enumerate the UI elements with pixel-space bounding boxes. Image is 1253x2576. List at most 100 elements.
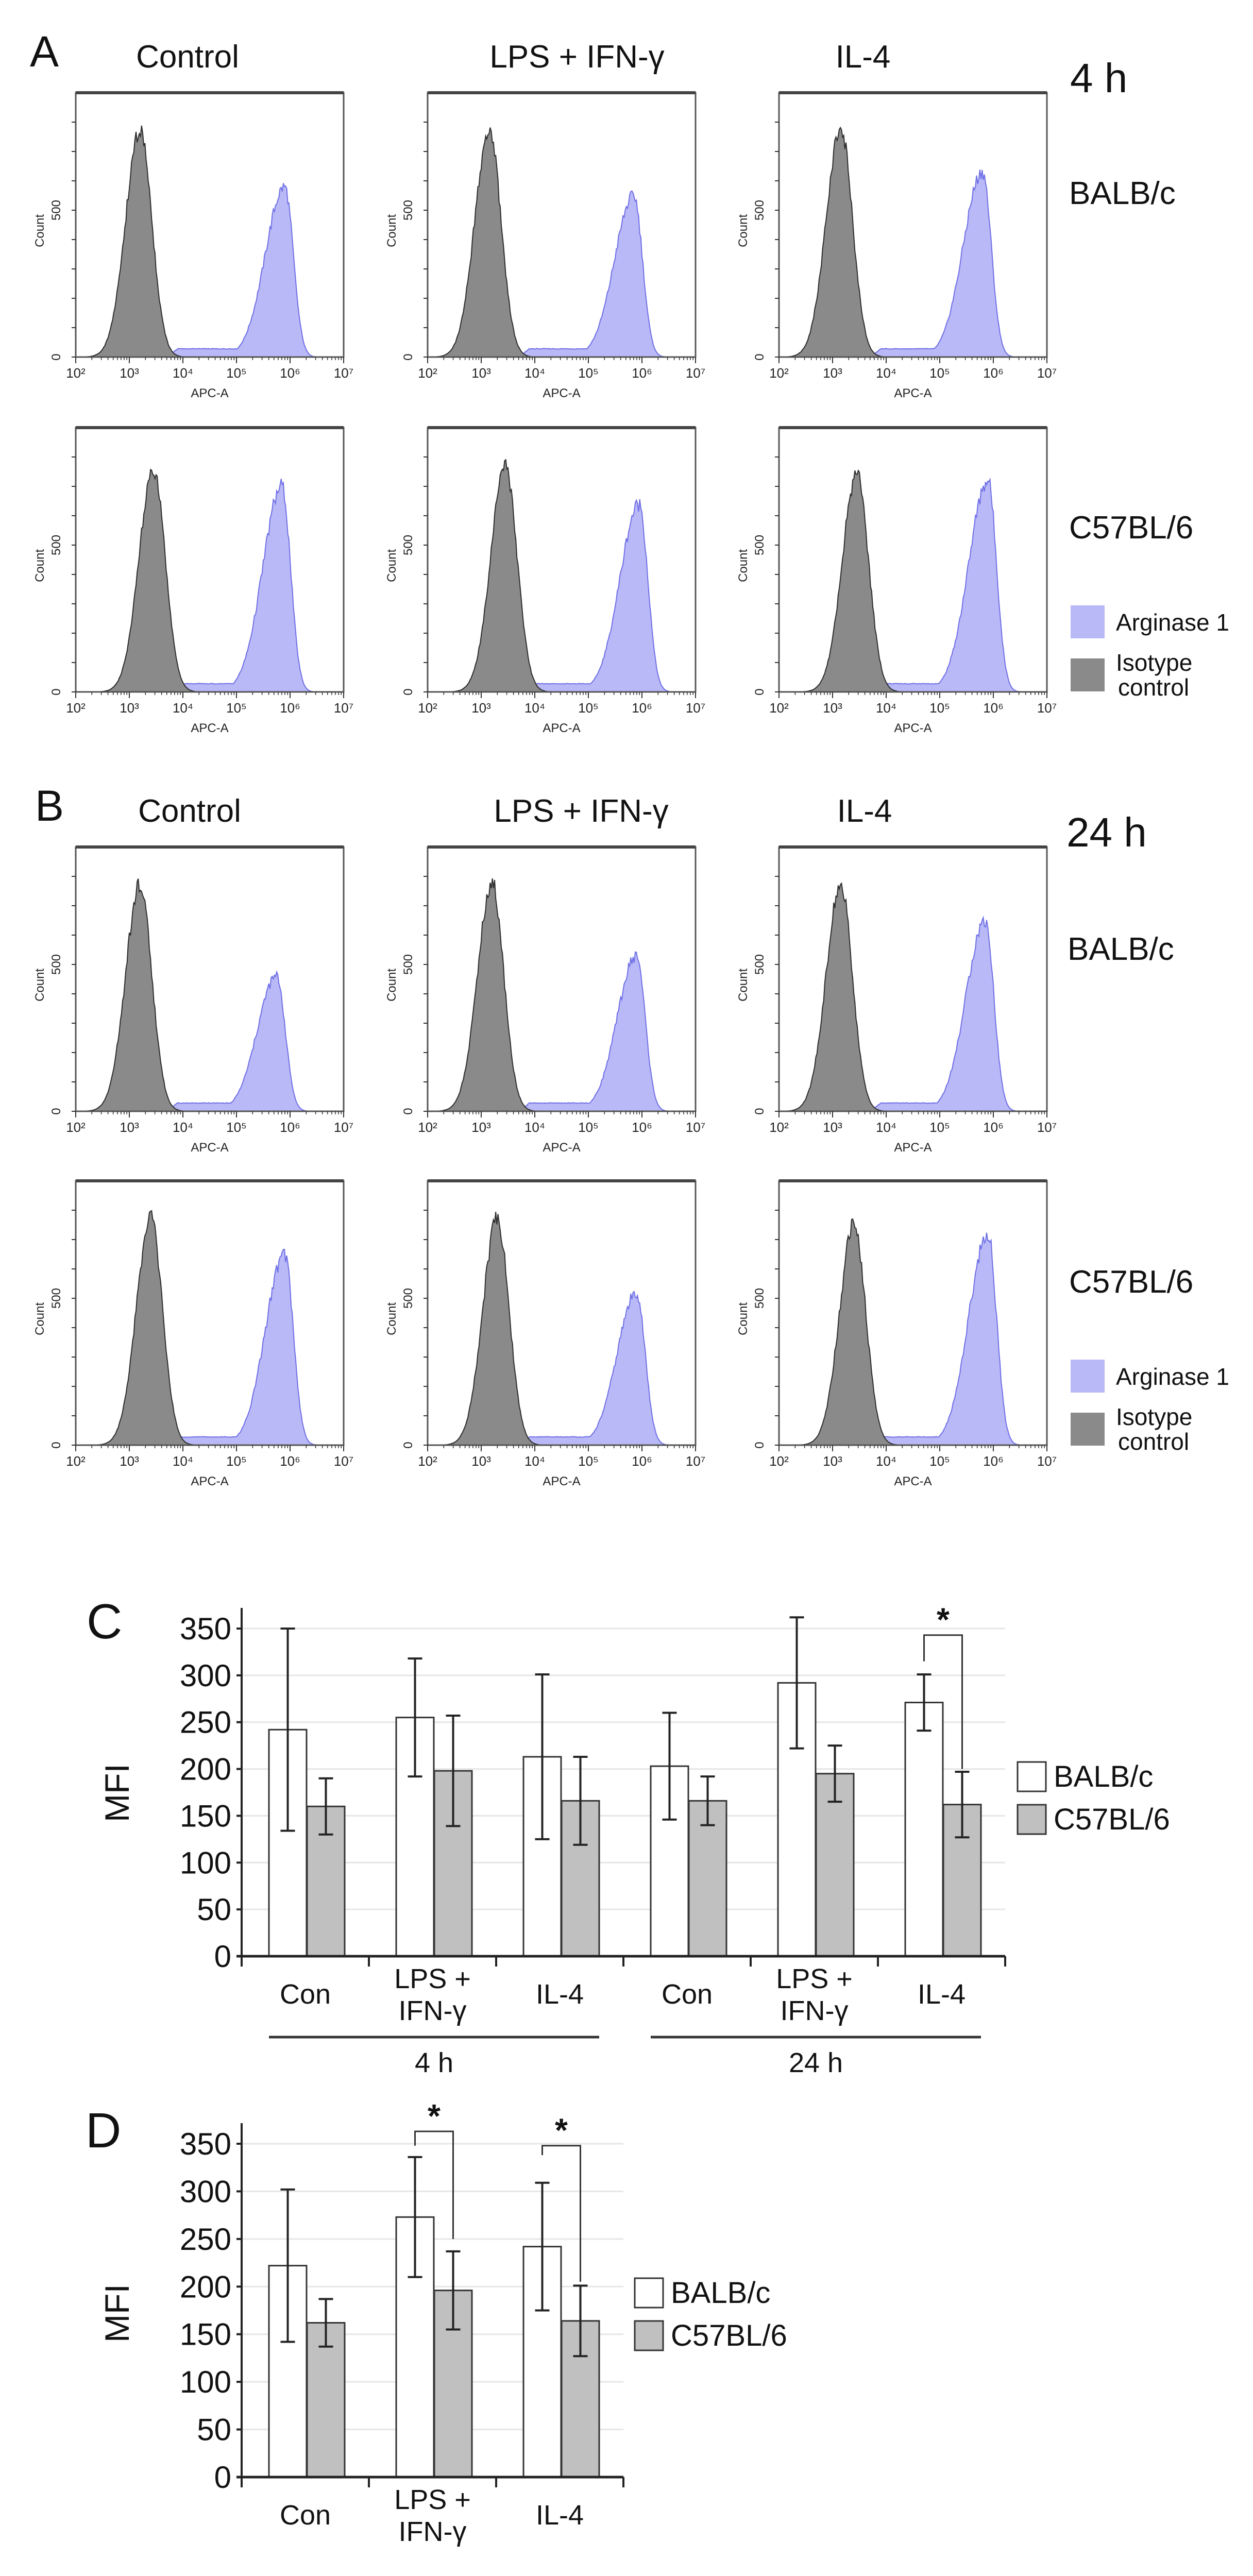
plot-frame	[75, 1180, 345, 1446]
y-axis-label: Count	[385, 549, 399, 582]
y-tick-label: 200	[180, 2269, 231, 2304]
y-tick-label: 0	[753, 353, 767, 360]
x-tick-label: 10⁷	[334, 700, 353, 716]
plot-frame	[427, 427, 697, 693]
isotype-histogram	[428, 1211, 696, 1446]
isotype-histogram	[76, 125, 344, 358]
y-tick-label: 0	[49, 353, 63, 360]
legend-label-arginase: Arginase 1	[1116, 609, 1229, 636]
y-axis-label: Count	[33, 214, 47, 247]
x-tick-label: 10³	[120, 1453, 139, 1469]
x-tick-label: 10⁷	[1037, 1120, 1057, 1135]
category-label: IFN-γ	[399, 2516, 467, 2547]
x-axis-label: APC-A	[894, 1141, 932, 1155]
isotype-histogram	[76, 1210, 344, 1446]
x-tick-label: 10⁵	[929, 365, 950, 381]
x-tick-label: 10⁴	[524, 365, 545, 381]
x-tick-label: 10⁷	[686, 700, 705, 716]
group-label: 24 h	[789, 2047, 843, 2078]
panel-label-a: A	[30, 27, 59, 76]
x-tick-label: 10³	[120, 365, 139, 381]
y-tick-label: 100	[180, 1845, 231, 1880]
column-title-il4: IL-4	[835, 39, 891, 75]
isotype-histogram	[427, 127, 696, 358]
category-label: LPS +	[394, 1963, 471, 1994]
x-tick-label: 10²	[418, 365, 437, 381]
x-tick-label: 10⁷	[1037, 700, 1057, 716]
x-tick-label: 10⁴	[173, 1453, 193, 1469]
isotype-histogram	[779, 469, 1047, 692]
x-tick-label: 10⁶	[983, 1120, 1004, 1135]
x-tick-label: 10³	[471, 1120, 491, 1135]
x-tick-label: 10²	[769, 700, 789, 716]
x-tick-label: 10³	[823, 700, 842, 716]
legend-label-isotype-2: control	[1118, 1428, 1190, 1455]
y-tick-label: 500	[401, 535, 415, 555]
time-label-4h: 4 h	[1070, 55, 1128, 101]
isotype-histogram	[76, 878, 344, 1112]
x-tick-label: 10⁷	[334, 1453, 353, 1469]
bar-chart-d: 0 50 100 150 200 250 300 350 MFI Con LPS +IFN-γ IL-…	[98, 2097, 787, 2547]
y-tick-label: 0	[214, 1939, 231, 1974]
category-label: IFN-γ	[399, 1995, 467, 2026]
x-tick-label: 10⁶	[983, 700, 1004, 716]
x-tick-label: 10⁶	[632, 365, 652, 381]
bar-c57bl6	[688, 1800, 727, 1957]
x-tick-label: 10⁷	[686, 365, 705, 381]
y-tick-label: 0	[753, 688, 767, 695]
significance-bracket	[923, 1634, 963, 1769]
x-tick-label: 10⁴	[876, 1120, 896, 1135]
x-tick-label: 10⁵	[578, 365, 599, 381]
y-tick-label: 150	[180, 1799, 231, 1833]
x-axis-label: APC-A	[191, 386, 228, 400]
x-tick-label: 10³	[120, 1120, 139, 1135]
arginase-histogram	[779, 477, 1047, 692]
category-label: IL-4	[918, 1979, 966, 2010]
x-tick-label: 10²	[418, 1453, 437, 1469]
y-tick-label: 0	[401, 688, 415, 695]
x-tick-label: 10⁴	[524, 1453, 545, 1469]
category-label: LPS +	[776, 1963, 853, 1994]
arginase-histogram	[428, 499, 696, 692]
x-tick-label: 10⁴	[524, 700, 545, 716]
legend-swatch	[1017, 1761, 1047, 1792]
x-axis-label: APC-A	[543, 386, 580, 400]
legend-swatch-arginase	[1071, 1360, 1105, 1393]
x-tick-label: 10²	[66, 365, 86, 381]
x-tick-label: 10⁵	[578, 1453, 599, 1469]
y-tick-label: 250	[180, 2222, 231, 2257]
x-tick-label: 10⁷	[334, 1120, 353, 1135]
isotype-histogram	[428, 878, 696, 1112]
y-tick-label: 0	[49, 688, 63, 695]
panel-label-c: C	[87, 1594, 123, 1649]
x-axis-label: APC-A	[191, 721, 228, 735]
x-tick-label: 10⁶	[280, 1453, 300, 1469]
x-tick-label: 10⁵	[226, 1453, 247, 1469]
x-axis-label: APC-A	[543, 1141, 580, 1155]
legend-swatch	[634, 2277, 664, 2309]
x-tick-label: 10⁶	[280, 365, 300, 381]
legend-label: BALB/c	[1054, 1760, 1153, 1793]
isotype-histogram	[778, 126, 1047, 358]
x-tick-label: 10²	[769, 1453, 789, 1469]
column-title-control: Control	[138, 793, 241, 829]
plot-frame	[778, 427, 1048, 693]
x-tick-label: 10⁴	[173, 1120, 193, 1135]
column-title-il4: IL-4	[837, 793, 892, 829]
y-tick-label: 50	[197, 1892, 231, 1927]
y-tick-label: 0	[401, 353, 415, 360]
significance-bracket	[541, 2145, 581, 2282]
y-axis-label: Count	[385, 1302, 399, 1335]
y-tick-label: 150	[180, 2317, 231, 2352]
y-tick-label: 0	[753, 1442, 767, 1448]
isotype-histogram	[76, 468, 344, 692]
y-axis-label: Count	[385, 969, 399, 1002]
category-label: LPS +	[394, 2484, 471, 2515]
y-axis-label: Count	[33, 549, 47, 582]
